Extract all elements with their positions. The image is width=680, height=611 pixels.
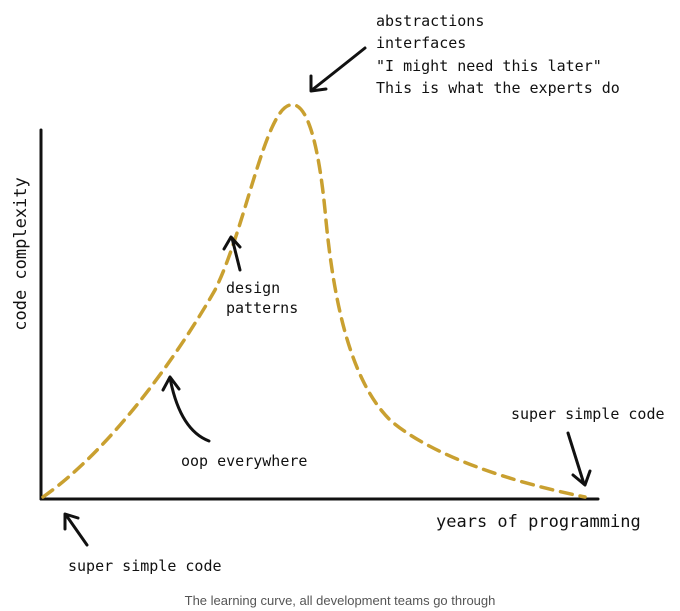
peak-annotation-line-1: abstractions (376, 12, 484, 30)
start-annotation: super simple code (68, 557, 222, 575)
learning-curve (41, 103, 587, 499)
end-arrow-icon (566, 431, 592, 487)
oop-arrow-icon (161, 375, 211, 443)
figure-caption: The learning curve, all development team… (184, 593, 496, 608)
design-patterns-arrow-icon (222, 235, 242, 272)
start-arrow-icon (63, 512, 89, 547)
peak-arrow-icon (309, 46, 367, 93)
peak-annotation: abstractions interfaces "I might need th… (376, 12, 620, 97)
peak-annotation-line-3: "I might need this later" (376, 57, 602, 75)
y-axis-label: code complexity (11, 177, 31, 331)
peak-annotation-line-4: This is what the experts do (376, 79, 620, 97)
design-patterns-annotation: design patterns (226, 279, 298, 317)
end-annotation: super simple code (511, 405, 665, 423)
x-axis-label: years of programming (436, 512, 641, 532)
design-patterns-line-2: patterns (226, 299, 298, 317)
design-patterns-line-1: design (226, 279, 280, 297)
peak-annotation-line-2: interfaces (376, 34, 466, 52)
oop-annotation: oop everywhere (181, 452, 307, 470)
